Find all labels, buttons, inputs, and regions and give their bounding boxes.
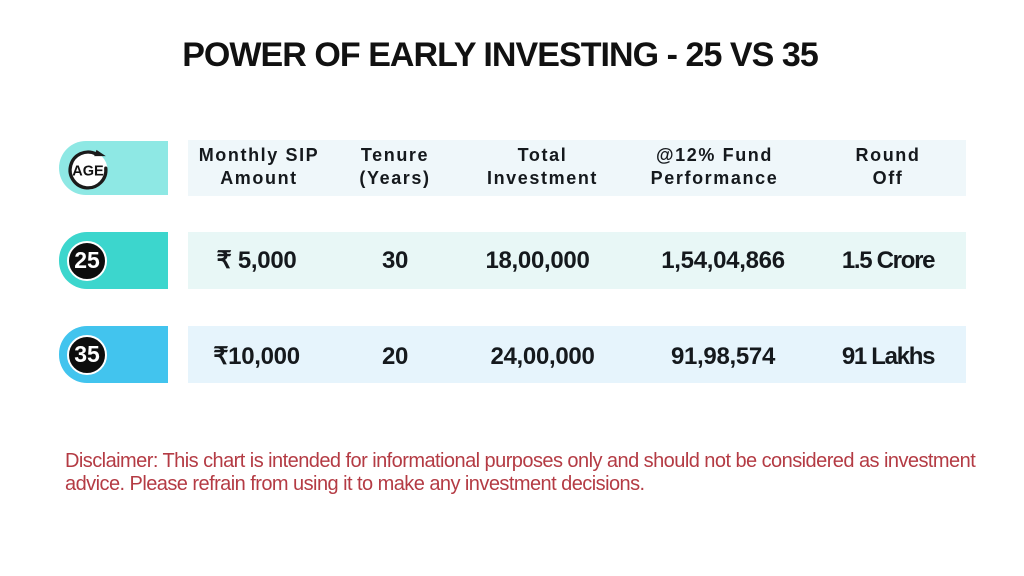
svg-text:AGE: AGE [72,163,104,179]
